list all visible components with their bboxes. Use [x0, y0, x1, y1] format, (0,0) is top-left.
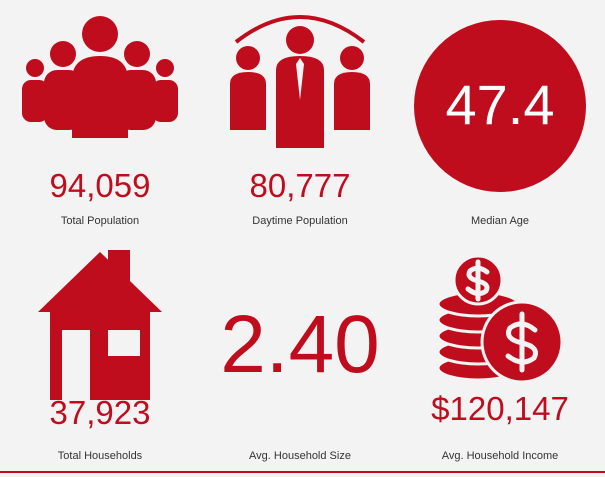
stat-label: Total Households: [58, 450, 143, 462]
bottom-rule: [0, 471, 605, 473]
stat-label: Daytime Population: [252, 215, 347, 227]
stat-value: 47.4: [446, 73, 555, 136]
stat-value: $120,147: [431, 390, 569, 427]
stat-value: 37,923: [50, 394, 151, 431]
stat-label: Total Population: [61, 215, 139, 227]
stat-label: Median Age: [471, 215, 529, 227]
stat-label: Avg. Household Size: [249, 450, 351, 462]
stat-label: Avg. Household Income: [442, 450, 559, 462]
daytime-population-icon: [230, 15, 370, 148]
stat-value: 94,059: [50, 167, 151, 204]
population-icon: [22, 16, 178, 138]
income-icon: [436, 254, 564, 384]
stat-value: 2.40: [220, 299, 380, 390]
stat-value: 80,777: [250, 167, 351, 204]
median-age-circle: [414, 20, 586, 192]
household-icon: [38, 250, 162, 400]
